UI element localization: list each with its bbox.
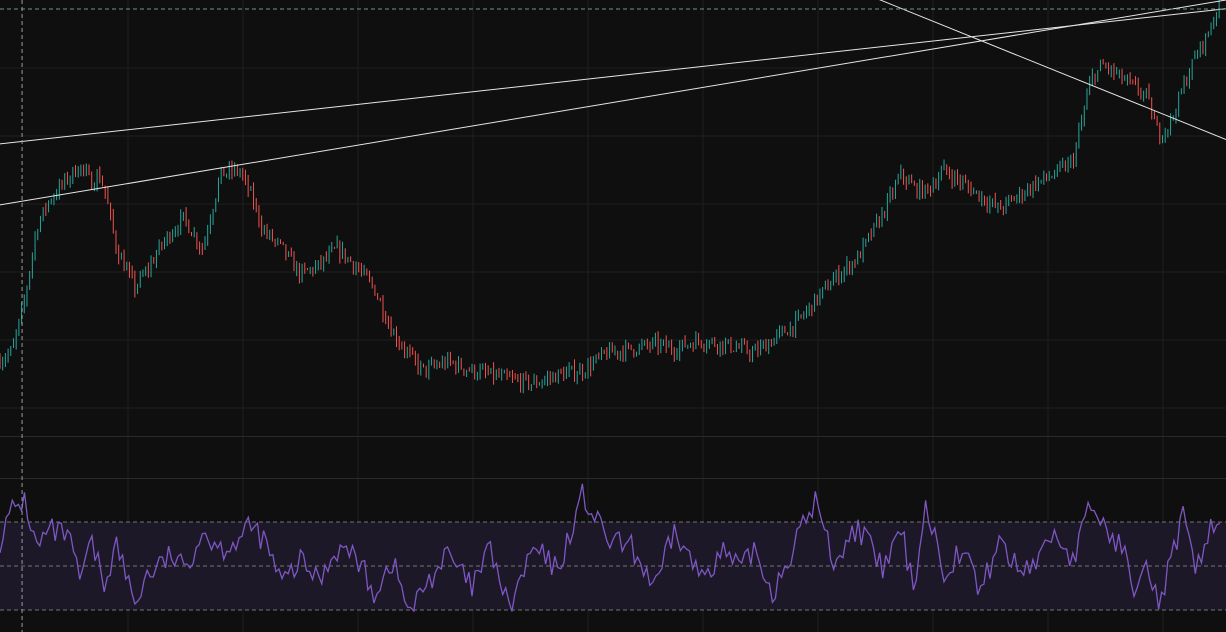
trendline-layer[interactable] [0, 0, 1226, 206]
candlestick-series[interactable] [0, 0, 1220, 394]
trendline-1[interactable] [0, 0, 1226, 206]
trendline-2[interactable] [772, 0, 1226, 140]
rsi-line[interactable] [0, 483, 1221, 613]
rsi-band-layer [0, 521, 1226, 611]
rsi-series[interactable] [0, 483, 1221, 613]
trendline-0[interactable] [0, 8, 1226, 145]
